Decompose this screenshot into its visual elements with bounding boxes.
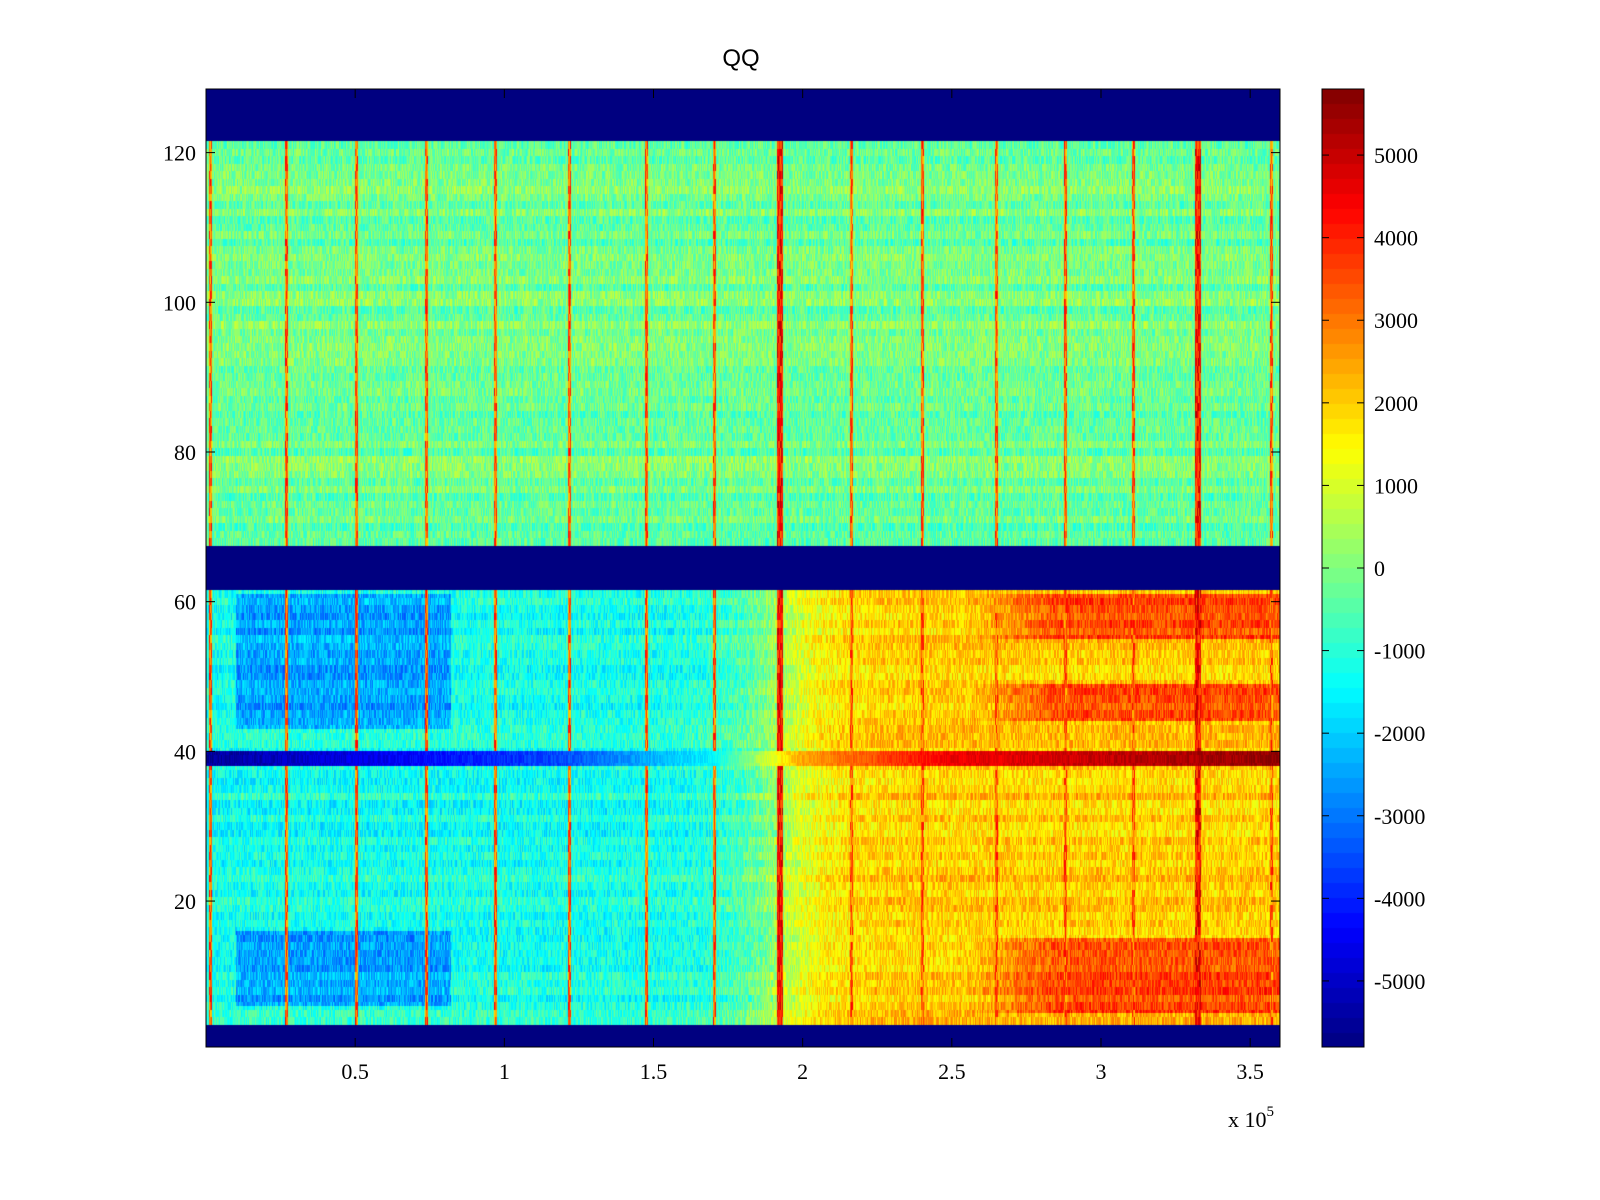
y-tick-label: 20 bbox=[174, 889, 196, 914]
x-tick-label: 1.5 bbox=[640, 1059, 668, 1084]
colorbar-tick-label: -1000 bbox=[1374, 639, 1425, 664]
colorbar-tick-label: 1000 bbox=[1374, 473, 1418, 498]
colorbar: -5000 -4000 -3000 -2000 -1000 0 1000 2000 3000 40… bbox=[1321, 88, 1425, 1048]
x-tick-label: 2.5 bbox=[938, 1059, 966, 1084]
x-axis: 0.5 1 1.5 2 2.5 3 3.5 bbox=[341, 89, 1264, 1084]
colorbar-tick-label: -2000 bbox=[1374, 721, 1425, 746]
colorbar-tick-label: 4000 bbox=[1374, 226, 1418, 251]
colorbar-tick-label: -4000 bbox=[1374, 886, 1425, 911]
colorbar-tick-label: -3000 bbox=[1374, 804, 1425, 829]
x-tick-label: 1 bbox=[499, 1059, 510, 1084]
colorbar-tick-label: -5000 bbox=[1374, 969, 1425, 994]
colorbar-tick-label: 5000 bbox=[1374, 143, 1418, 168]
colorbar-tick-label: 0 bbox=[1374, 556, 1385, 581]
x-axis-multiplier: x 105 bbox=[1228, 1104, 1274, 1132]
y-axis: 20 40 60 80 100 120 bbox=[163, 141, 1280, 914]
y-tick-label: 100 bbox=[163, 290, 196, 315]
chart-title: QQ bbox=[722, 45, 759, 72]
y-tick-label: 60 bbox=[174, 590, 196, 615]
colorbar-tick-label: 3000 bbox=[1374, 308, 1418, 333]
x-multiplier-exponent: 5 bbox=[1267, 1104, 1275, 1120]
x-tick-label: 3.5 bbox=[1236, 1059, 1264, 1084]
heatmap-image bbox=[206, 89, 1280, 1047]
x-multiplier-base: x 10 bbox=[1228, 1107, 1267, 1132]
x-tick-label: 2 bbox=[797, 1059, 808, 1084]
y-tick-label: 40 bbox=[174, 739, 196, 764]
colorbar-tick-label: 2000 bbox=[1374, 391, 1418, 416]
x-tick-label: 3 bbox=[1096, 1059, 1107, 1084]
heatmap-plot-area bbox=[205, 88, 1281, 1048]
y-tick-label: 120 bbox=[163, 141, 196, 166]
y-tick-label: 80 bbox=[174, 440, 196, 465]
colorbar-ticks: -5000 -4000 -3000 -2000 -1000 0 1000 2000 3000 40… bbox=[1322, 143, 1425, 994]
x-tick-label: 0.5 bbox=[341, 1059, 369, 1084]
plot-frame bbox=[205, 88, 1281, 1048]
